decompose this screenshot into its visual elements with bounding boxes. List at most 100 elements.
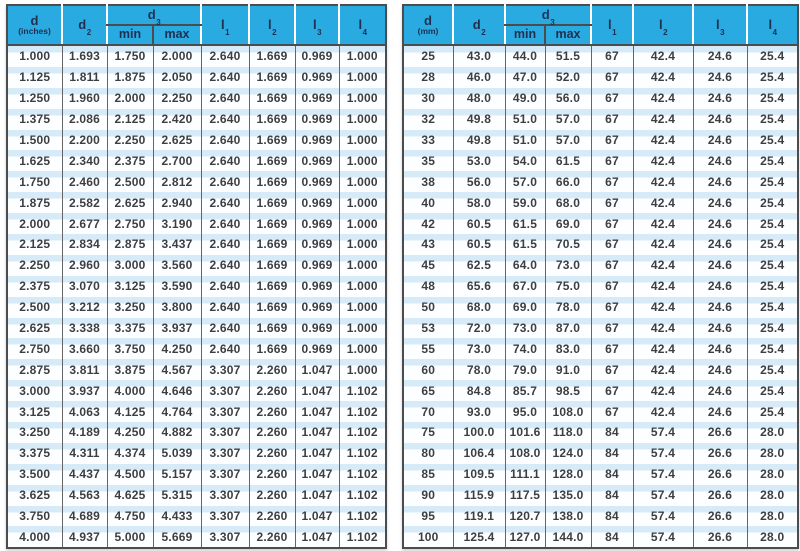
table-row: 65 84.8 85.7 98.5 67 42.4 24.6 25.4: [403, 380, 798, 402]
table-cell: 69.0: [544, 213, 591, 235]
table-cell: 42.4: [632, 171, 693, 193]
column-header-d3-max: max: [152, 25, 201, 46]
table-cell: 25.4: [746, 275, 798, 297]
table-row: 100 125.4 127.0 144.0 84 57.4 26.6 28.0: [403, 526, 798, 549]
table-cell: 85.7: [504, 380, 545, 402]
column-header-d3-min: min: [504, 25, 545, 46]
table-cell: 1.000: [338, 359, 386, 381]
table-cell: 2.700: [152, 150, 201, 172]
table-row: 3.250 4.189 4.250 4.882 3.307 2.260 1.047 1.102: [7, 422, 386, 443]
table-cell: 0.969: [294, 171, 339, 193]
table-cell: 2.125: [106, 108, 153, 130]
table-cell: 67: [590, 45, 633, 67]
table-cell: 2.625: [7, 317, 62, 339]
table-cell: 2.260: [248, 422, 295, 443]
table-cell: 48: [403, 275, 453, 297]
table-cell: 57.4: [632, 422, 693, 443]
table-cell: 84: [590, 526, 633, 549]
table-cell: 42.4: [632, 129, 693, 151]
table-cell: 2.640: [200, 192, 249, 214]
column-header-l3-label: l: [312, 17, 317, 33]
table-cell: 67: [590, 171, 633, 193]
table-cell: 1.125: [7, 66, 62, 88]
table-cell: 1.000: [338, 108, 386, 130]
column-header-l4-subscript: 4: [362, 27, 368, 37]
table-cell: 59.0: [504, 192, 545, 214]
table-cell: 67: [590, 317, 633, 339]
table-cell: 2.625: [152, 129, 201, 151]
table-cell: 1.960: [61, 87, 107, 109]
table-cell: 4.437: [61, 463, 107, 485]
table-cell: 0.969: [294, 317, 339, 339]
column-header-l1-subscript: 1: [225, 27, 230, 37]
table-cell: 2.640: [200, 87, 249, 109]
table-cell: 56.0: [452, 171, 505, 193]
table-cell: 5.157: [152, 463, 201, 485]
table-cell: 24.6: [692, 45, 747, 67]
table-cell: 67: [590, 275, 633, 297]
table-cell: 85: [403, 463, 453, 485]
table-cell: 4.374: [106, 442, 153, 464]
table-row: 2.000 2.677 2.750 3.190 2.640 1.669 0.969 1.000: [7, 213, 386, 235]
table-row: 43 60.5 61.5 70.5 67 42.4 24.6 25.4: [403, 234, 798, 255]
table-cell: 1.811: [61, 66, 107, 88]
table-cell: 135.0: [544, 484, 591, 506]
table-cell: 87.0: [544, 317, 591, 339]
table-cell: 4.882: [152, 422, 201, 443]
table-cell: 50: [403, 296, 453, 318]
table-cell: 73.0: [504, 317, 545, 339]
column-header-d2: d2: [61, 5, 107, 46]
table-cell: 2.375: [106, 150, 153, 172]
table-cell: 67: [590, 150, 633, 172]
table-cell: 2.640: [200, 66, 249, 88]
table-cell: 0.969: [294, 213, 339, 235]
table-cell: 2.260: [248, 442, 295, 464]
table-cell: 1.875: [106, 66, 153, 88]
table-cell: 57.0: [544, 108, 591, 130]
table-cell: 2.640: [200, 45, 249, 67]
table-cell: 0.969: [294, 234, 339, 255]
table-cell: 2.260: [248, 359, 295, 381]
table-cell: 2.340: [61, 150, 107, 172]
table-cell: 2.640: [200, 108, 249, 130]
table-cell: 1.750: [106, 45, 153, 67]
table-cell: 42.4: [632, 254, 693, 276]
table-cell: 68.0: [452, 296, 505, 318]
table-cell: 56.0: [544, 87, 591, 109]
table-cell: 1.000: [338, 66, 386, 88]
table-cell: 2.000: [7, 213, 62, 235]
table-cell: 3.590: [152, 275, 201, 297]
table-cell: 1.047: [294, 463, 339, 485]
table-cell: 49.8: [452, 108, 505, 130]
table-cell: 2.625: [106, 192, 153, 214]
table-cell: 108.0: [544, 401, 591, 423]
table-cell: 25.4: [746, 317, 798, 339]
table-row: 1.750 2.460 2.500 2.812 2.640 1.669 0.969 1.000: [7, 171, 386, 193]
table-cell: 24.6: [692, 150, 747, 172]
table-cell: 1.669: [248, 296, 295, 318]
table-cell: 2.640: [200, 234, 249, 255]
table-cell: 25.4: [746, 129, 798, 151]
table-cell: 1.000: [338, 129, 386, 151]
table-cell: 66.0: [544, 171, 591, 193]
table-cell: 5.669: [152, 526, 201, 549]
table-cell: 2.640: [200, 254, 249, 276]
table-cell: 2.050: [152, 66, 201, 88]
table-cell: 42.4: [632, 192, 693, 214]
table-cell: 1.669: [248, 213, 295, 235]
table-cell: 26.6: [692, 463, 747, 485]
table-cell: 5.315: [152, 484, 201, 506]
table-cell: 2.260: [248, 401, 295, 423]
table-cell: 25.4: [746, 338, 798, 360]
column-header-l1-subscript: 1: [612, 27, 617, 37]
table-cell: 84: [590, 484, 633, 506]
table-cell: 3.307: [200, 505, 249, 527]
table-row: 40 58.0 59.0 68.0 67 42.4 24.6 25.4: [403, 192, 798, 214]
table-cell: 2.875: [7, 359, 62, 381]
table-cell: 144.0: [544, 526, 591, 549]
table-row: 42 60.5 61.5 69.0 67 42.4 24.6 25.4: [403, 213, 798, 235]
column-header-d3-min: min: [106, 25, 153, 46]
table-cell: 3.190: [152, 213, 201, 235]
table-cell: 25.4: [746, 192, 798, 214]
